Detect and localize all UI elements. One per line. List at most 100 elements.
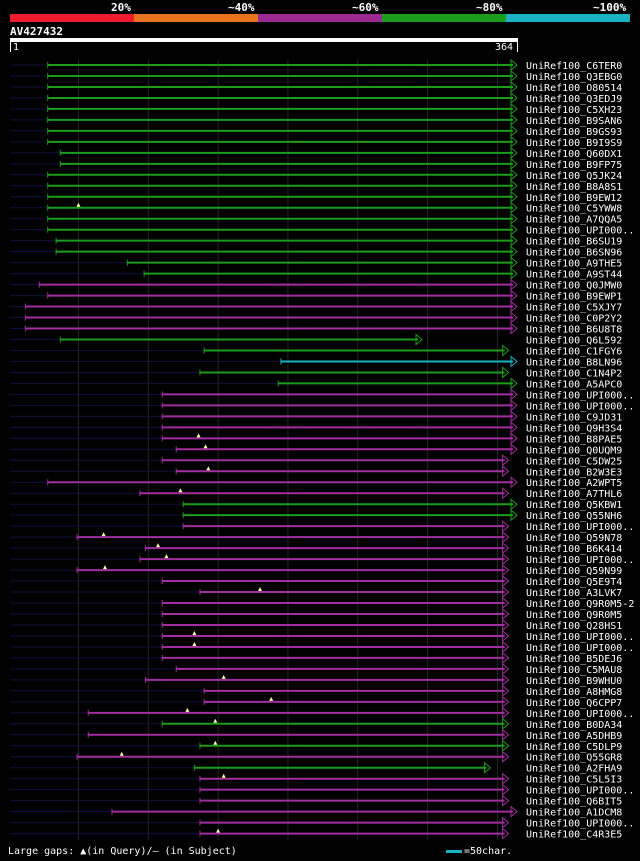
hit-label: UniRef100_UPI000.. xyxy=(526,226,634,237)
hit-end-arrow xyxy=(510,234,518,247)
hit-end-arrow xyxy=(502,717,510,730)
gap-marker xyxy=(185,707,190,712)
hit-end-arrow xyxy=(510,399,518,412)
hit-label: UniRef100_C5XH23 xyxy=(526,105,622,116)
gap-marker xyxy=(119,751,124,756)
hit-end-arrow xyxy=(510,245,518,258)
scale-label: =50char. xyxy=(464,846,513,857)
hit-end-arrow xyxy=(502,344,510,357)
hit-end-arrow xyxy=(502,739,510,752)
gap-marker xyxy=(196,433,201,438)
hit-label: UniRef100_C5L5I3 xyxy=(526,775,622,786)
hit-label: UniRef100_A3LVK7 xyxy=(526,588,622,599)
hit-label: UniRef100_C6TER0 xyxy=(526,61,622,72)
hit-label: UniRef100_B8A8S1 xyxy=(526,182,622,193)
hit-end-arrow xyxy=(502,542,510,555)
hit-label: UniRef100_UPI000.. xyxy=(526,786,634,797)
hit-end-arrow xyxy=(510,135,518,148)
gap-marker xyxy=(101,532,106,537)
legend-label: ~80% xyxy=(476,1,503,14)
hit-end-arrow xyxy=(510,805,518,818)
hit-label: UniRef100_Q6CPP7 xyxy=(526,698,622,709)
hit-label: UniRef100_Q9R0M5 xyxy=(526,610,622,621)
legend-label: 20% xyxy=(111,1,131,14)
hit-end-arrow xyxy=(510,190,518,203)
hit-end-arrow xyxy=(510,212,518,225)
hit-end-arrow xyxy=(502,783,510,796)
hit-label: UniRef100_Q6BIT5 xyxy=(526,797,622,808)
hit-end-arrow xyxy=(502,673,510,686)
hit-end-arrow xyxy=(510,157,518,170)
gap-marker xyxy=(213,718,218,723)
hit-label: UniRef100_Q59N99 xyxy=(526,566,622,577)
hit-label: UniRef100_B8LN96 xyxy=(526,357,622,368)
hit-end-arrow xyxy=(510,498,518,511)
hit-end-arrow xyxy=(510,256,518,269)
hit-label: UniRef100_Q55GR8 xyxy=(526,753,622,764)
hit-end-arrow xyxy=(510,80,518,94)
hit-end-arrow xyxy=(510,410,518,423)
ruler-start-label: 1 xyxy=(13,42,20,53)
hit-label: UniRef100_A9THE5 xyxy=(526,259,622,270)
hit-label: UniRef100_Q3EDJ9 xyxy=(526,94,622,105)
hit-end-arrow xyxy=(510,300,518,313)
hit-end-arrow xyxy=(510,509,518,522)
hit-label: UniRef100_C9JD31 xyxy=(526,412,622,423)
hit-end-arrow xyxy=(502,640,510,654)
hit-end-arrow xyxy=(502,618,510,632)
hit-label: UniRef100_B6K414 xyxy=(526,544,622,555)
scale-legend: =50char. xyxy=(446,846,512,857)
hit-label: UniRef100_Q55NH6 xyxy=(526,511,622,522)
hit-end-arrow xyxy=(510,267,518,280)
footer-legend: Large gaps: ▲(in Query)/– (in Subject) xyxy=(8,846,237,857)
gap-marker xyxy=(258,587,263,592)
hit-label: UniRef100_C1N4P2 xyxy=(526,368,622,379)
gap-marker xyxy=(221,674,226,679)
hit-label: UniRef100_Q6L592 xyxy=(526,336,622,347)
hit-label: UniRef100_Q5E9T4 xyxy=(526,577,622,588)
hit-label: UniRef100_Q9R0M5-2 xyxy=(526,599,634,610)
hit-label: UniRef100_B2W3E3 xyxy=(526,467,622,478)
hit-end-arrow xyxy=(510,168,518,181)
hit-label: UniRef100_Q59N78 xyxy=(526,533,622,544)
hit-label: UniRef100_Q0JMW0 xyxy=(526,281,622,292)
hit-label: UniRef100_A2WPT5 xyxy=(526,478,622,489)
hit-end-arrow xyxy=(502,816,510,829)
hit-label: UniRef100_C4R3E5 xyxy=(526,830,622,841)
hit-label: UniRef100_UPI000.. xyxy=(526,709,634,720)
hit-end-arrow xyxy=(510,377,518,390)
hit-end-arrow xyxy=(502,487,510,500)
hit-end-arrow xyxy=(502,574,510,588)
hit-label: UniRef100_A5DHB9 xyxy=(526,731,622,742)
legend-swatch xyxy=(134,14,258,22)
hit-end-arrow xyxy=(510,278,518,291)
hit-end-arrow xyxy=(502,531,510,544)
hit-end-arrow xyxy=(502,794,510,807)
legend-swatch xyxy=(382,14,506,22)
gap-marker xyxy=(269,696,274,701)
hit-end-arrow xyxy=(502,662,510,675)
hit-end-arrow xyxy=(510,322,518,335)
hit-end-arrow xyxy=(510,223,518,236)
hit-end-arrow xyxy=(502,553,510,566)
gap-marker xyxy=(192,641,197,646)
hit-end-arrow xyxy=(502,750,510,763)
hit-end-arrow xyxy=(510,58,518,72)
gap-marker xyxy=(76,202,81,207)
hit-label: UniRef100_B9SAN6 xyxy=(526,116,622,127)
gap-marker xyxy=(206,466,211,471)
hit-end-arrow xyxy=(510,443,518,456)
hit-end-arrow xyxy=(510,388,518,401)
hit-label: UniRef100_A5APC0 xyxy=(526,379,622,390)
legend-label: ~60% xyxy=(352,1,379,14)
hit-label: UniRef100_Q0UQM9 xyxy=(526,445,622,456)
gap-marker xyxy=(164,554,169,559)
gap-marker xyxy=(178,488,183,493)
hit-label: UniRef100_Q28HS1 xyxy=(526,621,622,632)
gap-marker xyxy=(216,828,221,833)
hit-end-arrow xyxy=(502,607,510,621)
query-id: AV427432 xyxy=(10,25,63,38)
hit-label: UniRef100_UPI000.. xyxy=(526,390,634,401)
hit-label: UniRef100_B9EWP1 xyxy=(526,292,622,303)
legend-label: ~40% xyxy=(228,1,255,14)
